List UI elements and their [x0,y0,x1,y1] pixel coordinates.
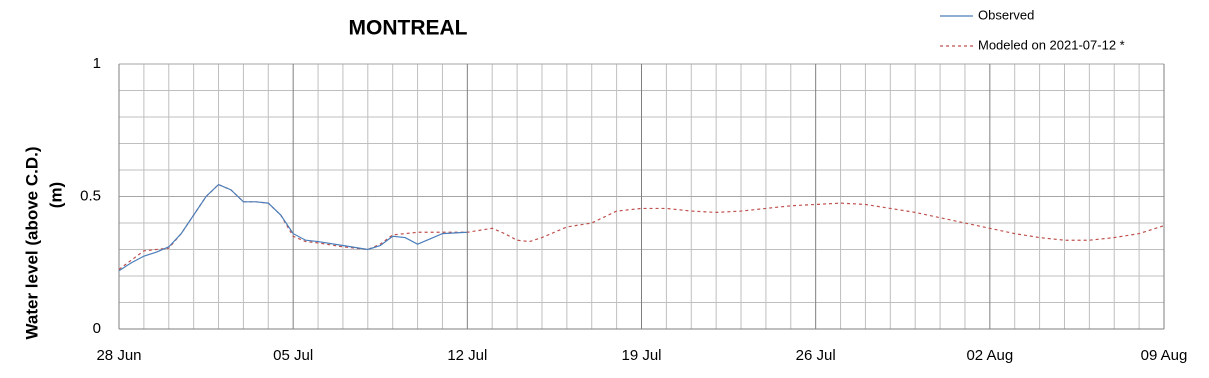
y-axis-label: (m) [46,182,65,208]
x-tick-label: 26 Jul [796,347,836,364]
y-tick-label: 0.5 [80,187,101,204]
x-tick-label: 05 Jul [273,347,313,364]
x-tick-label: 02 Aug [966,347,1013,364]
legend-label: Modeled on 2021-07-12 * [978,37,1125,52]
series-line [118,183,1165,270]
x-tick-label: 12 Jul [447,347,487,364]
y-axis-label: Water level (above C.D.) [22,146,41,339]
y-tick-label: 0 [93,320,101,337]
x-tick-label: 28 Jun [96,347,141,364]
x-tick-label: 09 Aug [1141,347,1188,364]
x-tick-label: 19 Jul [621,347,661,364]
legend-label: Observed [978,7,1034,22]
y-tick-label: 1 [93,55,101,72]
chart-title: MONTREAL [349,17,468,40]
series-line [118,183,468,272]
